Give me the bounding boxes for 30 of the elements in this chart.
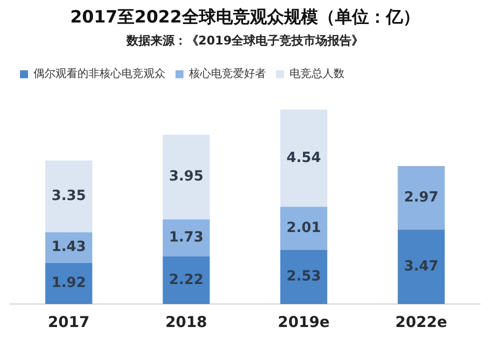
data-label: 3.95 bbox=[168, 168, 204, 185]
data-label: 1.43 bbox=[51, 239, 86, 256]
data-label: 2.22 bbox=[168, 272, 204, 288]
bar bbox=[162, 256, 210, 304]
bar bbox=[280, 250, 328, 304]
chart-subtitle: 数据来源：《2019全球电子竞技市场报告》 bbox=[125, 34, 364, 48]
data-label: 2.01 bbox=[286, 220, 322, 236]
x-tick-label: 2018 bbox=[165, 312, 208, 331]
bar bbox=[398, 166, 445, 230]
bar bbox=[280, 110, 328, 207]
legend-label: 核心电竞爱好者 bbox=[188, 67, 266, 80]
data-label: 1.92 bbox=[51, 275, 86, 292]
data-label: 1.73 bbox=[168, 230, 204, 246]
legend-label: 偶尔观看的非核心电竞观众 bbox=[34, 67, 166, 80]
data-label: 2.53 bbox=[286, 268, 322, 285]
bar bbox=[162, 134, 210, 220]
legend-label: 电竞总人数 bbox=[290, 67, 344, 80]
bar bbox=[398, 230, 445, 304]
data-label: 4.54 bbox=[286, 150, 322, 166]
data-label: 3.35 bbox=[51, 188, 86, 204]
bar bbox=[280, 206, 328, 250]
x-tick-label: 2017 bbox=[48, 312, 90, 331]
data-label: 2.97 bbox=[404, 190, 439, 206]
bar bbox=[45, 262, 92, 304]
data-label: 3.47 bbox=[404, 258, 439, 274]
x-tick-label: 2019e bbox=[278, 312, 330, 331]
x-tick-label: 2022e bbox=[395, 312, 448, 331]
chart-title: 2017至2022全球电竞观众规模（单位：亿） bbox=[70, 8, 420, 28]
bar bbox=[162, 219, 210, 256]
bar bbox=[45, 160, 92, 232]
